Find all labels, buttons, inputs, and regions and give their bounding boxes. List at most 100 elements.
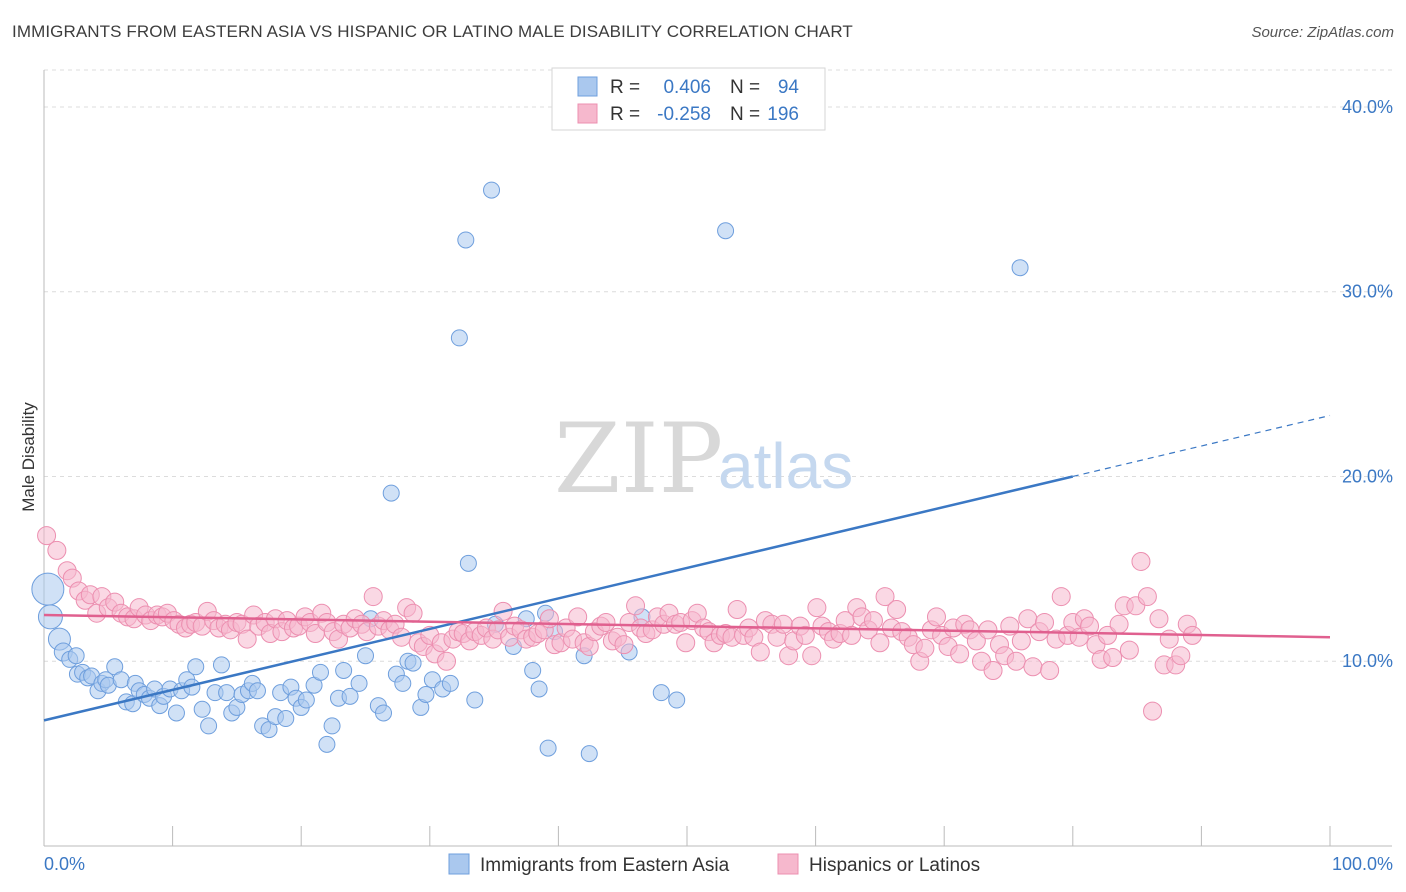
- data-point-hispanic: [773, 614, 793, 634]
- data-point-hispanic: [1109, 614, 1129, 634]
- data-point-eastern-asia: [394, 674, 412, 692]
- legend-swatch-blue: [577, 76, 598, 97]
- chart-title: IMMIGRANTS FROM EASTERN ASIA VS HISPANIC…: [12, 22, 853, 41]
- data-point-eastern-asia: [450, 329, 468, 347]
- legend-r-value: -0.258: [657, 104, 711, 125]
- trend-line-eastern-asia: [43, 475, 1074, 722]
- data-point-hispanic: [983, 660, 1003, 680]
- data-point-hispanic: [568, 607, 588, 627]
- y-tick-label: 30.0%: [1342, 282, 1393, 302]
- data-point-hispanic: [1103, 648, 1123, 668]
- data-point-eastern-asia: [67, 647, 85, 665]
- legend-box: R = 0.406 N = 94 R = -0.258 N = 196: [551, 67, 826, 131]
- bottom-legend-swatch-pink: [777, 853, 799, 875]
- data-point-hispanic: [37, 526, 57, 546]
- data-point-hispanic: [842, 625, 862, 645]
- data-point-eastern-asia: [335, 661, 353, 679]
- data-point-eastern-asia: [539, 739, 557, 757]
- data-point-eastern-asia: [31, 572, 65, 606]
- data-point-hispanic: [614, 635, 634, 655]
- data-point-hispanic: [1080, 616, 1100, 636]
- data-point-eastern-asia: [357, 647, 374, 665]
- data-point-eastern-asia: [375, 704, 393, 722]
- data-point-eastern-asia: [717, 222, 735, 240]
- data-point-hispanic: [1040, 660, 1060, 680]
- legend-r-label: R =: [610, 77, 640, 98]
- data-point-eastern-asia: [193, 700, 211, 718]
- legend-swatch-pink: [577, 103, 598, 124]
- data-point-hispanic: [978, 620, 998, 640]
- grid-lines: [44, 69, 1392, 662]
- trend-line-hispanic: [43, 613, 1331, 639]
- data-point-hispanic: [1051, 587, 1071, 607]
- y-tick-label: 10.0%: [1342, 651, 1393, 671]
- watermark-atlas: atlas: [718, 430, 853, 502]
- data-point-hispanic: [950, 644, 970, 664]
- data-point-eastern-asia: [37, 604, 63, 630]
- legend-n-value: 94: [778, 77, 800, 98]
- trend-lines: [43, 414, 1331, 722]
- chart-source: Source: ZipAtlas.com: [1251, 24, 1394, 41]
- data-point-hispanic: [887, 600, 907, 620]
- data-point-eastern-asia: [1011, 259, 1029, 277]
- data-point-hispanic: [1171, 646, 1191, 666]
- legend-r-label: R =: [610, 104, 640, 125]
- data-point-hispanic: [807, 598, 827, 618]
- data-point-hispanic: [1137, 587, 1157, 607]
- data-point-eastern-asia: [248, 682, 266, 700]
- data-point-hispanic: [727, 600, 747, 620]
- data-point-hispanic: [237, 629, 257, 649]
- x-tick-label-end: 100.0%: [1332, 854, 1393, 874]
- y-tick-label: 40.0%: [1342, 97, 1393, 117]
- data-point-eastern-asia: [318, 735, 336, 753]
- legend-n-label: N =: [730, 104, 760, 125]
- data-point-hispanic: [437, 651, 457, 671]
- data-point-hispanic: [802, 646, 822, 666]
- legend-r-value: 0.406: [663, 77, 711, 98]
- data-point-hispanic: [915, 638, 935, 658]
- data-point-hispanic: [596, 612, 616, 632]
- data-point-eastern-asia: [187, 658, 205, 676]
- data-point-eastern-asia: [652, 684, 670, 702]
- data-point-hispanic: [1119, 640, 1139, 660]
- data-point-hispanic: [47, 540, 67, 560]
- data-point-eastern-asia: [530, 680, 548, 698]
- x-tick-label-start: 0.0%: [44, 854, 85, 874]
- data-point-eastern-asia: [277, 710, 295, 728]
- data-point-hispanic: [795, 625, 815, 645]
- watermark-zip: ZIP: [554, 403, 723, 515]
- data-point-hispanic: [1149, 609, 1169, 629]
- data-point-eastern-asia: [297, 691, 315, 709]
- data-point-eastern-asia: [167, 704, 185, 722]
- data-point-eastern-asia: [212, 656, 230, 674]
- data-point-hispanic: [875, 587, 895, 607]
- data-point-eastern-asia: [524, 661, 542, 679]
- data-point-hispanic: [363, 587, 383, 607]
- data-point-hispanic: [863, 611, 883, 631]
- data-point-eastern-asia: [112, 671, 130, 689]
- data-point-hispanic: [1131, 551, 1151, 571]
- y-tick-label: 20.0%: [1342, 466, 1393, 486]
- y-axis-title: Male Disability: [19, 402, 38, 512]
- data-point-hispanic: [1035, 612, 1055, 632]
- bottom-legend: Immigrants from Eastern Asia Hispanics or…: [448, 853, 980, 876]
- axes: [43, 70, 1392, 847]
- trend-line-eastern-asia-extension: [1072, 414, 1331, 478]
- data-point-eastern-asia: [341, 687, 359, 705]
- data-point-eastern-asia: [668, 691, 686, 709]
- data-point-eastern-asia: [441, 674, 459, 692]
- data-point-eastern-asia: [459, 554, 477, 572]
- data-point-eastern-asia: [483, 181, 501, 199]
- data-point-hispanic: [1098, 625, 1118, 645]
- legend-n-label: N =: [730, 77, 760, 98]
- x-tick-labels: 0.0% 100.0%: [44, 854, 1393, 874]
- data-point-hispanic: [1143, 701, 1163, 721]
- bottom-legend-swatch-blue: [448, 853, 470, 875]
- data-point-hispanic: [750, 642, 770, 662]
- y-tick-labels: 10.0% 20.0% 30.0% 40.0%: [1342, 97, 1393, 671]
- data-point-eastern-asia: [457, 231, 475, 249]
- data-point-eastern-asia: [218, 684, 236, 702]
- data-point-eastern-asia: [382, 484, 400, 502]
- data-point-eastern-asia: [323, 717, 341, 735]
